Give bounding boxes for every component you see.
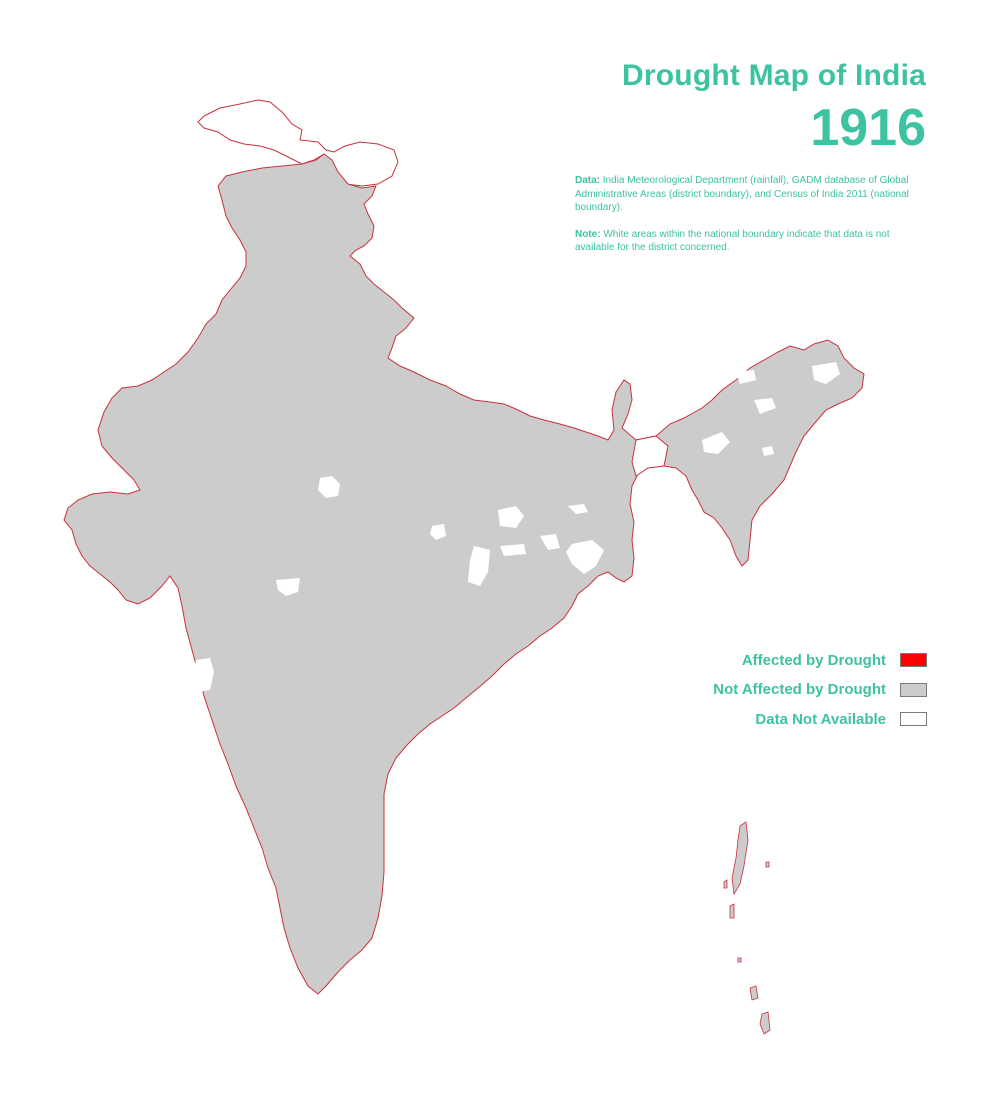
no-data-district <box>498 506 524 528</box>
no-data-district <box>568 504 588 514</box>
note-text: White areas within the national boundary… <box>575 228 890 254</box>
header: Drought Map of India 1916 <box>622 58 926 158</box>
island <box>723 879 728 889</box>
island <box>749 985 759 1001</box>
island <box>731 821 749 896</box>
island <box>759 1011 771 1035</box>
notes-block: Data: India Meteorological Department (r… <box>575 174 927 268</box>
no-data-district <box>702 432 730 454</box>
no-data-district <box>540 534 560 550</box>
no-data-district <box>754 398 776 414</box>
kashmir-region <box>197 99 399 187</box>
legend-item-not-affected: Not Affected by Drought <box>713 680 927 700</box>
data-label: Data: <box>575 175 601 186</box>
legend-swatch <box>900 653 927 667</box>
island <box>729 903 735 919</box>
andaman-nicobar-islands <box>723 821 771 1035</box>
no-data-districts <box>192 362 840 692</box>
data-text: India Meteorological Department (rainfal… <box>575 175 909 213</box>
missing-data-note: Note: White areas within the national bo… <box>575 228 927 255</box>
legend-label: Affected by Drought <box>741 651 886 669</box>
no-data-district <box>430 524 446 540</box>
no-data-district <box>812 362 840 384</box>
no-data-district <box>736 370 756 384</box>
mainland-india <box>63 153 865 995</box>
legend-swatch <box>900 682 927 697</box>
legend: Affected by Drought Not Affected by Drou… <box>713 650 927 739</box>
no-data-district <box>566 540 604 574</box>
no-data-district <box>276 578 300 596</box>
legend-label: Not Affected by Drought <box>713 681 886 698</box>
legend-item-no-data: Data Not Available <box>713 709 927 729</box>
no-data-district <box>500 544 526 556</box>
island <box>737 957 742 963</box>
no-data-district <box>318 476 340 498</box>
bangladesh-gap <box>631 435 669 477</box>
legend-label: Data Not Available <box>755 710 886 728</box>
map-title: Drought Map of India <box>622 59 926 92</box>
no-data-district <box>192 658 214 692</box>
legend-swatch <box>900 712 927 726</box>
map-year: 1916 <box>810 99 926 157</box>
data-source-note: Data: India Meteorological Department (r… <box>575 174 927 215</box>
island <box>765 861 770 868</box>
no-data-district <box>468 546 490 586</box>
legend-item-affected: Affected by Drought <box>713 650 927 670</box>
no-data-district <box>762 446 774 456</box>
note-label: Note: <box>575 228 601 240</box>
